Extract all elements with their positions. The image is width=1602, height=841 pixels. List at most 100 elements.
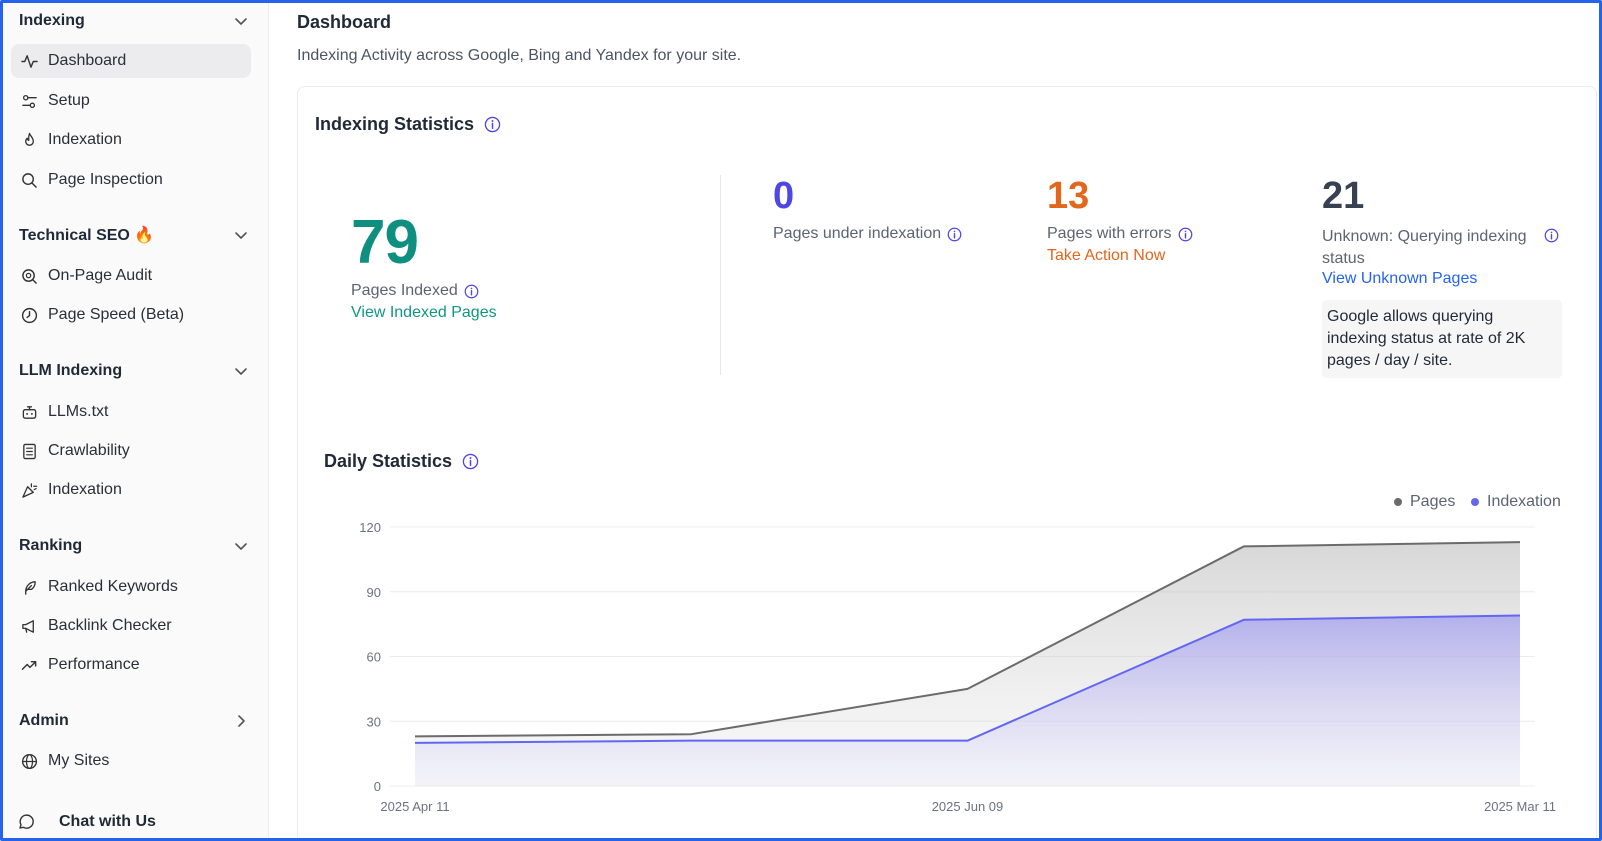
data-point-pages[interactable] <box>1238 540 1250 552</box>
section-indexing-header[interactable]: Indexing <box>19 8 249 34</box>
data-point-indexation[interactable] <box>962 735 974 747</box>
pages-with-errors-count: 13 <box>1047 175 1090 217</box>
take-action-now-link[interactable]: Take Action Now <box>1047 247 1166 264</box>
fire-emoji: 🔥 <box>134 227 155 244</box>
sidebar-item-label: Backlink Checker <box>48 617 172 634</box>
pages-with-errors-label-row: Pages with errors <box>1047 225 1193 243</box>
clock-icon <box>21 307 38 323</box>
y-tick-label: 60 <box>367 650 381 665</box>
data-point-indexation[interactable] <box>685 735 697 747</box>
daily-statistics-chart: 0 30 60 90 120 2025 Apr 11 2025 Jun 09 2025 Mar… <box>359 520 1556 814</box>
chevron-down-icon <box>235 232 247 239</box>
sidebar-item-label: Performance <box>48 656 140 673</box>
sparkles-icon <box>22 482 38 498</box>
chevron-right-icon <box>238 715 245 727</box>
legend-indexation[interactable]: Indexation <box>1471 493 1561 511</box>
sidebar-item-crawlability[interactable]: Crawlability <box>11 434 251 468</box>
info-icon[interactable] <box>1544 228 1559 243</box>
daily-statistics-heading: Daily Statistics <box>324 451 479 472</box>
sidebar-item-my-sites[interactable]: My Sites <box>11 744 251 778</box>
data-point-pages[interactable] <box>1514 536 1526 548</box>
legend-dot <box>1471 498 1479 506</box>
unknown-pages-count: 21 <box>1322 175 1365 217</box>
section-title: Ranking <box>19 537 83 554</box>
info-icon[interactable] <box>947 227 962 242</box>
megaphone-icon <box>22 619 34 633</box>
sidebar-item-llm-indexation[interactable]: Indexation <box>11 473 251 507</box>
legend-label: Indexation <box>1487 493 1561 510</box>
legend-label: Pages <box>1410 493 1456 510</box>
data-point-pages[interactable] <box>962 683 974 695</box>
data-point-indexation[interactable] <box>1238 614 1250 626</box>
x-tick-label: 2025 Jun 09 <box>932 799 1004 814</box>
unknown-label: Unknown: Querying indexing status <box>1322 228 1527 267</box>
sidebar-item-label: Page Inspection <box>48 171 163 188</box>
chevron-down-icon <box>235 18 247 25</box>
y-tick-label: 90 <box>367 585 381 600</box>
x-tick-label: 2025 Apr 11 <box>380 799 449 814</box>
sidebar-item-label: Ranked Keywords <box>48 578 178 595</box>
rate-limit-note: Google allows querying indexing status a… <box>1322 300 1562 378</box>
data-point-indexation[interactable] <box>1514 609 1526 621</box>
sidebar-item-page-inspection[interactable]: Page Inspection <box>11 163 251 197</box>
trending-up-icon <box>21 660 37 670</box>
section-ranking-header[interactable]: Ranking <box>19 533 249 559</box>
activity-icon <box>21 54 38 68</box>
message-circle-icon <box>19 814 34 829</box>
legend-pages[interactable]: Pages <box>1394 493 1455 511</box>
pages-indexed-label-row: Pages Indexed <box>351 282 479 300</box>
search-icon <box>22 172 37 188</box>
section-llm-indexing-header[interactable]: LLM Indexing <box>19 358 249 384</box>
y-tick-label: 0 <box>374 779 381 794</box>
sidebar-item-on-page-audit[interactable]: On-Page Audit <box>11 259 251 293</box>
stats-divider <box>720 175 721 375</box>
pages-under-indexation-label: Pages under indexation <box>773 225 942 242</box>
pages-with-errors-label: Pages with errors <box>1047 225 1172 242</box>
sidebar-item-label: My Sites <box>48 752 110 769</box>
sidebar-item-setup[interactable]: Setup <box>11 84 251 118</box>
sidebar-item-ranked-keywords[interactable]: Ranked Keywords <box>11 570 251 604</box>
section-technical-seo-header[interactable]: Technical SEO 🔥 <box>19 222 249 248</box>
globe-icon <box>21 753 38 769</box>
y-tick-label: 120 <box>359 520 381 535</box>
section-title: LLM Indexing <box>19 362 123 379</box>
unknown-label-row: Unknown: Querying indexing status <box>1322 226 1552 270</box>
page-title: Dashboard <box>297 12 392 32</box>
sidebar-item-performance[interactable]: Performance <box>11 648 251 682</box>
daily-statistics-title: Daily Statistics <box>324 451 453 471</box>
sliders-icon <box>22 94 37 108</box>
sidebar-item-dashboard[interactable]: Dashboard <box>11 44 251 78</box>
pages-indexed-label: Pages Indexed <box>351 282 458 299</box>
view-indexed-pages-link[interactable]: View Indexed Pages <box>351 304 497 321</box>
chat-label: Chat with Us <box>59 813 156 830</box>
series-area-indexation <box>415 615 1520 786</box>
section-title: Indexing <box>19 12 85 29</box>
scan-search-icon <box>22 268 37 284</box>
y-tick-label: 30 <box>367 714 381 729</box>
section-admin-header[interactable]: Admin <box>19 708 249 734</box>
notebook-icon <box>23 443 36 459</box>
feather-icon <box>25 580 36 595</box>
sidebar-item-indexation[interactable]: Indexation <box>11 123 251 157</box>
sidebar-item-llms-txt[interactable]: LLMs.txt <box>11 395 251 429</box>
indexing-statistics-title: Indexing Statistics <box>315 114 475 134</box>
sidebar-item-page-speed[interactable]: Page Speed (Beta) <box>11 298 251 332</box>
page-subtitle: Indexing Activity across Google, Bing an… <box>297 47 742 64</box>
info-icon[interactable] <box>462 453 479 470</box>
pages-under-indexation-label-row: Pages under indexation <box>773 225 962 243</box>
info-icon[interactable] <box>484 116 501 133</box>
view-unknown-pages-link[interactable]: View Unknown Pages <box>1322 270 1478 287</box>
sidebar-item-label: Indexation <box>48 131 122 148</box>
sidebar-item-backlink-checker[interactable]: Backlink Checker <box>11 609 251 643</box>
sidebar: Indexing Dashboard Setup Indexation Page… <box>3 3 269 838</box>
x-tick-label: 2025 Mar 11 <box>1484 799 1556 814</box>
pages-indexed-count: 79 <box>351 208 419 277</box>
data-point-indexation[interactable] <box>409 737 421 749</box>
sidebar-item-label: Page Speed (Beta) <box>48 306 185 323</box>
info-icon[interactable] <box>464 284 479 299</box>
chat-with-us-button[interactable]: Chat with Us <box>17 813 156 831</box>
info-icon[interactable] <box>1178 227 1193 242</box>
pages-under-indexation-count: 0 <box>773 175 795 217</box>
legend-dot <box>1394 498 1402 506</box>
section-title: Technical SEO <box>19 227 130 244</box>
